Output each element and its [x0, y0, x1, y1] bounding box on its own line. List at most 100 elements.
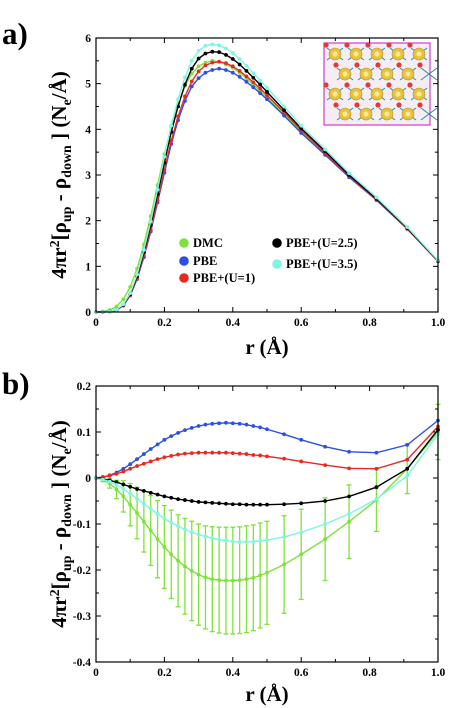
data-point: [128, 462, 133, 467]
data-point: [183, 498, 187, 502]
data-point: [405, 225, 410, 229]
data-point: [176, 452, 180, 457]
data-point: [347, 494, 351, 499]
inset-atom-core: [384, 111, 390, 117]
data-point: [230, 421, 235, 426]
data-point: [251, 424, 256, 428]
data-point: [244, 540, 249, 544]
data-point: [237, 540, 242, 544]
data-point: [210, 42, 215, 47]
data-point: [155, 511, 160, 516]
data-point: [265, 502, 269, 507]
inset-atom-core: [342, 71, 348, 77]
data-point: [176, 97, 180, 102]
data-point: [347, 466, 351, 471]
data-point: [176, 497, 180, 502]
y-tick-label: 2: [85, 216, 91, 228]
data-point: [196, 48, 201, 53]
data-point: [265, 454, 269, 459]
x-tick-label: 0.6: [294, 667, 309, 679]
data-point: [210, 577, 215, 582]
data-point: [155, 187, 160, 192]
data-point: [203, 575, 208, 580]
legend-marker-pbe-u1: [179, 273, 189, 283]
y-tick-label: 0: [85, 307, 91, 319]
legend-marker-dmc: [179, 238, 189, 248]
data-point: [135, 464, 139, 468]
data-point: [217, 43, 222, 48]
data-point: [210, 450, 215, 455]
inset-atom-core: [384, 71, 390, 77]
data-point: [210, 49, 215, 54]
data-point: [162, 437, 167, 442]
data-point: [282, 108, 286, 113]
data-point: [162, 455, 167, 460]
panel-b: b) 4πr2[ρup - ρdown ] (Ne/Å) r (Å) 0 0.2 0…: [2, 366, 445, 706]
inset-atom-core: [374, 51, 380, 57]
data-point: [237, 578, 242, 583]
data-point: [196, 64, 201, 69]
data-point: [162, 545, 167, 549]
inset-atom-core: [374, 91, 380, 97]
data-point: [347, 511, 351, 516]
panel-a-label: a): [2, 16, 28, 51]
data-point: [203, 43, 208, 48]
data-point: [374, 450, 379, 455]
data-point: [282, 113, 286, 118]
data-point: [141, 488, 146, 493]
inset-atom-red: [396, 62, 402, 68]
data-point: [128, 291, 133, 296]
data-point: [183, 527, 187, 532]
data-point: [251, 575, 256, 580]
data-point: [224, 501, 228, 506]
data-point: [203, 51, 208, 56]
data-point: [189, 530, 194, 535]
y-tick-label: -0.1: [73, 519, 91, 531]
inset-atom-red: [375, 102, 381, 108]
data-point: [282, 104, 286, 109]
data-point: [224, 420, 228, 425]
data-point: [258, 91, 263, 96]
data-point: [128, 491, 133, 496]
series-pbe-u-1: [94, 424, 440, 480]
data-point: [323, 522, 328, 526]
data-point: [169, 434, 174, 439]
y-tick-label: 0: [85, 473, 91, 485]
data-point: [374, 466, 379, 471]
data-point: [141, 501, 146, 506]
data-point: [203, 60, 208, 65]
panel-a: a) 4πr2[ρup - ρdown ] (Ne/Å) r (Å) DMC P…: [2, 16, 445, 359]
data-point: [405, 473, 410, 478]
data-point: [299, 552, 304, 557]
data-point: [217, 578, 222, 583]
x-tick-label: 1.0: [431, 317, 446, 329]
data-point: [244, 68, 249, 73]
data-point: [203, 500, 208, 505]
inset-atoms: [323, 42, 438, 121]
legend-marker-pbe-u35: [272, 259, 282, 269]
data-point: [224, 61, 228, 66]
data-point: [374, 195, 379, 200]
data-point: [114, 480, 119, 485]
data-point: [230, 502, 235, 507]
inset-bond: [420, 107, 438, 121]
errorbars-dmc: [100, 403, 441, 635]
series-pbe-u-2-5: [94, 427, 440, 507]
data-point: [230, 51, 235, 55]
data-point: [107, 473, 112, 478]
data-point: [196, 76, 201, 81]
legend-label-pbe-u1: PBE+(U=1): [193, 271, 255, 285]
inset-atom-red: [417, 62, 423, 68]
data-point: [374, 497, 379, 502]
data-point: [237, 451, 242, 456]
data-point: [237, 62, 242, 67]
data-point: [141, 461, 146, 466]
data-point: [196, 532, 201, 537]
inset-atom-red: [386, 42, 392, 48]
data-point: [128, 484, 133, 489]
data-point: [217, 50, 222, 55]
data-point: [189, 58, 194, 63]
plot-area-b: [94, 403, 441, 635]
inset-atom-red: [333, 102, 339, 108]
data-point: [347, 171, 351, 176]
